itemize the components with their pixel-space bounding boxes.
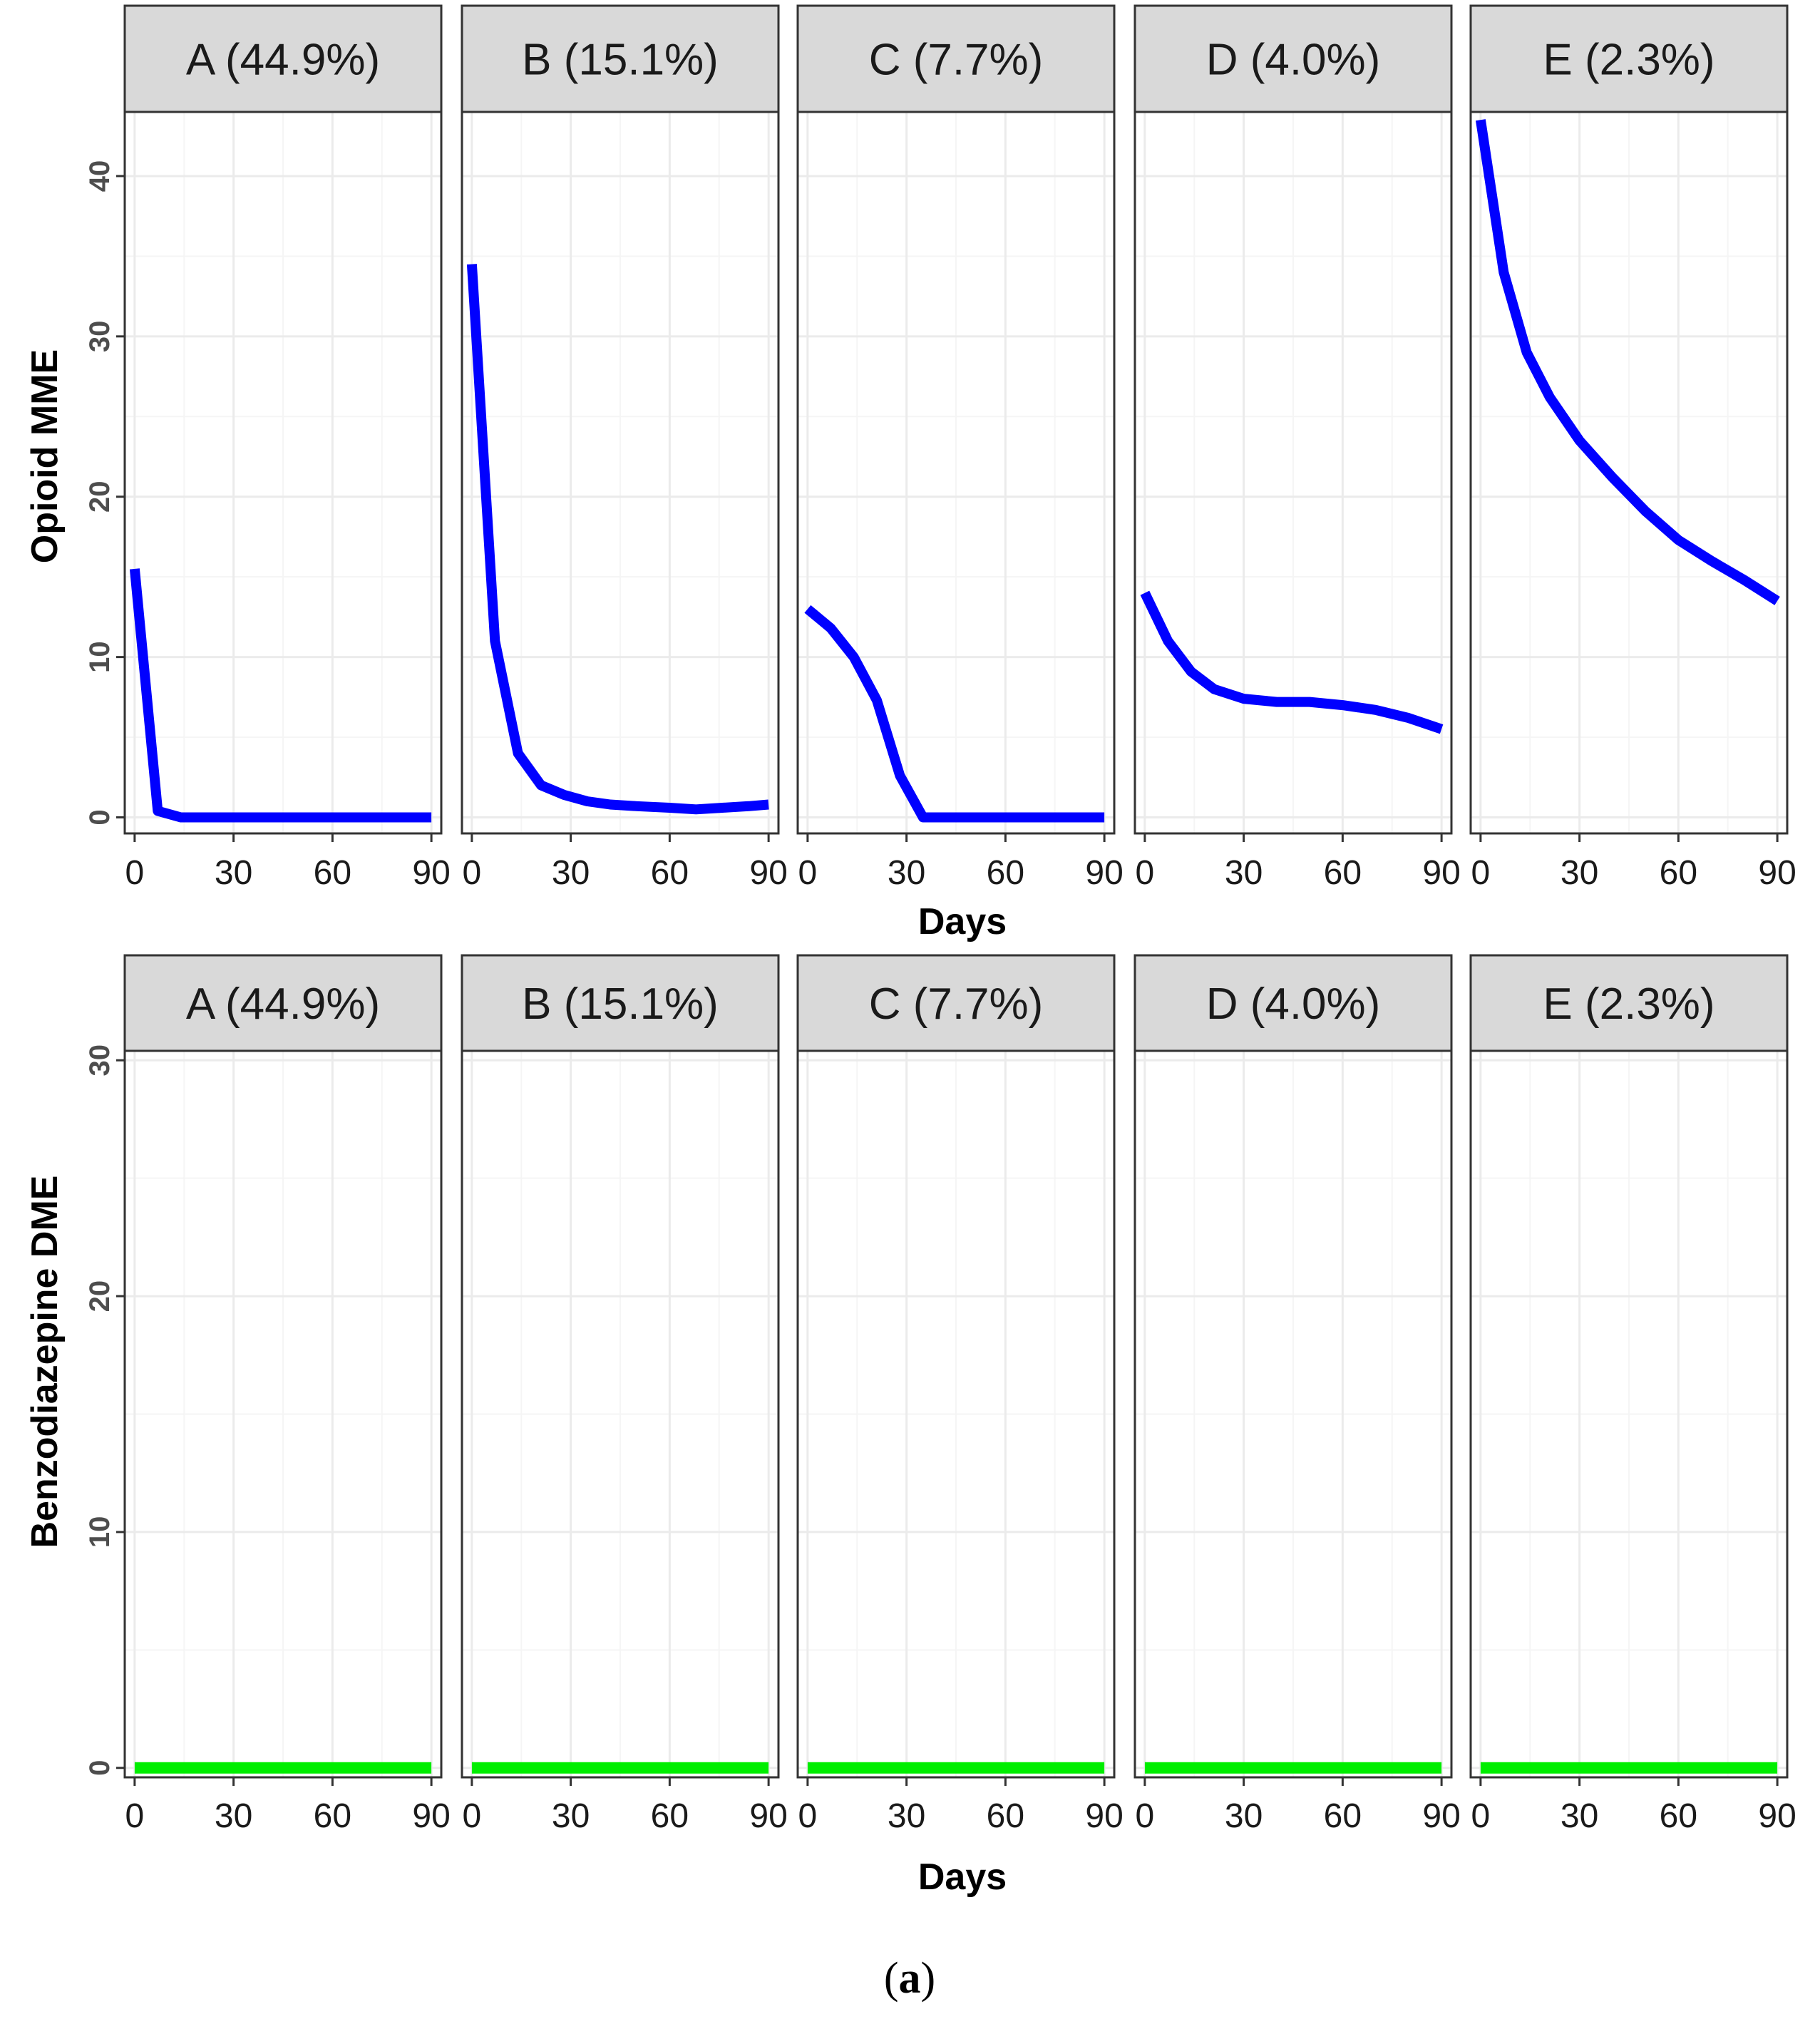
facet-panel-opioid-2: B (15.1%) 0 30 60 90: [461, 4, 788, 892]
x-tick-label: 0: [1136, 1797, 1155, 1835]
y-tick-label: 0: [84, 1760, 115, 1776]
x-tick-label: 60: [1660, 854, 1697, 892]
x-tick-label: 30: [888, 854, 925, 892]
x-tick-label: 60: [651, 854, 689, 892]
x-axis-title-opioid: Days: [918, 901, 1007, 942]
x-tick-label: 90: [1085, 854, 1123, 892]
x-tick-label: 90: [412, 1797, 450, 1835]
x-tick-label: 30: [1561, 1797, 1598, 1835]
y-tick-label: 20: [84, 481, 115, 513]
x-tick-label: 90: [1758, 1797, 1796, 1835]
y-tick-label: 20: [84, 1280, 115, 1312]
x-tick-label: 60: [987, 1797, 1024, 1835]
facet-strip-label: A (44.9%): [186, 980, 380, 1029]
x-tick-label: 90: [1085, 1797, 1123, 1835]
y-tick-label: 30: [84, 321, 115, 353]
y-axis-title-opioid: Opioid MME: [24, 349, 66, 563]
facet-panel-opioid-1: A (44.9%) 0 30 60 90 0 10 20 30 40: [84, 4, 451, 892]
caption-open-paren: (: [884, 1954, 899, 2003]
facet-panel-benzodiazepine-5: E (2.3%) 0 30 60 90: [1469, 954, 1796, 1835]
facet-strip: [796, 954, 1116, 1052]
x-tick-label: 0: [125, 1797, 145, 1835]
y-tick-label: 0: [84, 809, 115, 825]
figure-caption: (a): [884, 1954, 935, 2003]
facet-strip: [123, 4, 443, 113]
series-line-opioid-5: [1475, 119, 1780, 605]
x-tick-label: 30: [552, 1797, 590, 1835]
y-tick-label: 40: [84, 160, 115, 192]
series-line-opioid-2: [466, 264, 769, 815]
facet-panel-opioid-4: D (4.0%) 0 30 60 90: [1133, 4, 1461, 892]
x-tick-label: 30: [215, 1797, 252, 1835]
facet-strip-label: D (4.0%): [1206, 36, 1381, 85]
x-tick-label: 90: [749, 1797, 787, 1835]
caption-close-paren: ): [921, 1954, 936, 2003]
y-tick-label: 30: [84, 1044, 115, 1077]
series-line-opioid-4: [1140, 590, 1444, 734]
facet-row-opioid: A (44.9%) 0 30 60 90 0 10 20 30 40 B (15.1%) 0 30 60 9…: [24, 4, 1796, 942]
x-tick-label: 30: [1561, 854, 1598, 892]
x-tick-label: 30: [888, 1797, 925, 1835]
y-tick-label: 10: [84, 641, 115, 673]
x-tick-label: 60: [651, 1797, 689, 1835]
facet-strip: [1469, 954, 1789, 1052]
caption-letter: a: [899, 1954, 921, 2003]
chart-root: A (44.9%) 0 30 60 90 0 10 20 30 40 B (15.1%) 0 30 60 9…: [24, 4, 1796, 1898]
facet-panel-benzodiazepine-4: D (4.0%) 0 30 60 90: [1133, 954, 1461, 1835]
facet-strip-label: C (7.7%): [869, 980, 1044, 1029]
facet-strip: [1469, 4, 1789, 113]
series-line-opioid-1: [129, 568, 432, 823]
facet-strip-label: E (2.3%): [1543, 36, 1714, 85]
x-tick-label: 60: [987, 854, 1024, 892]
facet-strip: [796, 4, 1116, 113]
y-tick-label: 10: [84, 1516, 115, 1548]
x-tick-label: 60: [314, 1797, 351, 1835]
x-tick-label: 30: [1225, 854, 1263, 892]
facet-panel-benzodiazepine-1: A (44.9%) 0 30 60 90 0 10 20 30: [84, 954, 451, 1835]
x-tick-label: 0: [463, 854, 482, 892]
facet-panel-opioid-3: C (7.7%) 0 30 60 90: [796, 4, 1124, 892]
x-tick-label: 60: [1660, 1797, 1697, 1835]
facet-strip: [461, 4, 780, 113]
x-tick-label: 30: [215, 854, 252, 892]
facet-strip-label: B (15.1%): [522, 980, 719, 1029]
series-line-opioid-3: [804, 605, 1105, 823]
x-tick-label: 0: [1136, 854, 1155, 892]
x-tick-label: 0: [125, 854, 145, 892]
facet-strip: [1133, 4, 1453, 113]
facet-strip: [1133, 954, 1453, 1052]
x-tick-label: 60: [1324, 854, 1362, 892]
facet-strip-label: C (7.7%): [869, 36, 1044, 85]
facet-strip-label: B (15.1%): [522, 36, 719, 85]
x-tick-label: 0: [798, 1797, 818, 1835]
facet-strip-label: A (44.9%): [186, 36, 380, 85]
x-axis-title-benzodiazepine: Days: [918, 1856, 1007, 1898]
x-tick-label: 90: [749, 854, 787, 892]
facet-strip-label: E (2.3%): [1543, 980, 1714, 1029]
y-axis-title-benzodiazepine: Benzodiazepine DME: [24, 1176, 66, 1548]
x-tick-label: 0: [463, 1797, 482, 1835]
x-tick-label: 90: [1422, 1797, 1460, 1835]
x-tick-label: 90: [412, 854, 450, 892]
x-tick-label: 0: [1471, 1797, 1491, 1835]
facet-strip-label: D (4.0%): [1206, 980, 1381, 1029]
x-tick-label: 30: [552, 854, 590, 892]
x-tick-label: 30: [1225, 1797, 1263, 1835]
x-tick-label: 90: [1758, 854, 1796, 892]
facet-strip: [123, 954, 443, 1052]
x-tick-label: 0: [798, 854, 818, 892]
x-tick-label: 60: [314, 854, 351, 892]
x-tick-label: 0: [1471, 854, 1491, 892]
facet-panel-opioid-5: E (2.3%) 0 30 60 90: [1469, 4, 1796, 892]
x-tick-label: 60: [1324, 1797, 1362, 1835]
facet-panel-benzodiazepine-2: B (15.1%) 0 30 60 90: [461, 954, 788, 1835]
facet-panel-benzodiazepine-3: C (7.7%) 0 30 60 90: [796, 954, 1124, 1835]
x-tick-label: 90: [1422, 854, 1460, 892]
facet-strip: [461, 954, 780, 1052]
